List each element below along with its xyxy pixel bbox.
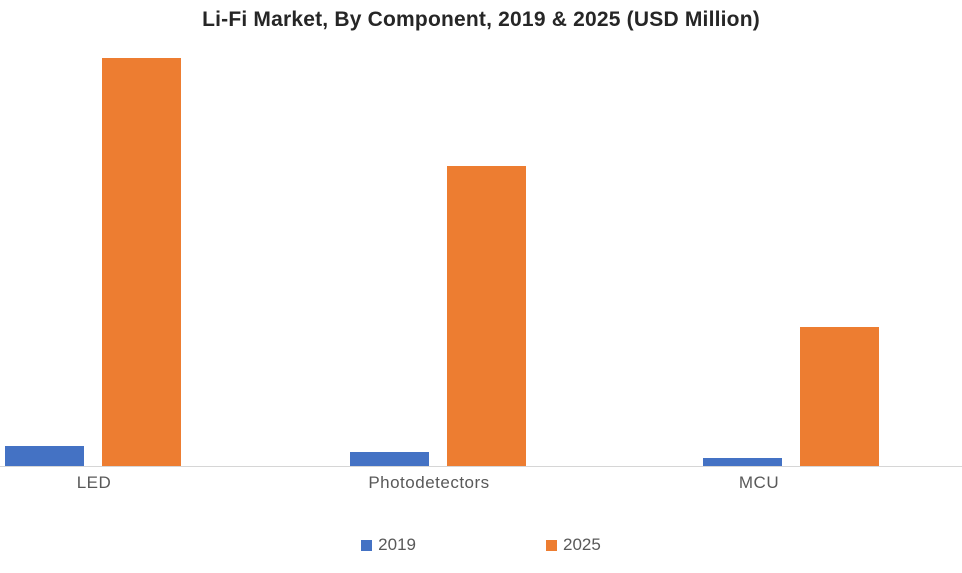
x-label-photodetectors: Photodetectors: [368, 473, 490, 492]
bar-led-2019: [5, 445, 84, 466]
bar-photodetectors-2019: [350, 451, 429, 466]
plot-area: [0, 42, 962, 467]
x-label-mcu: MCU: [738, 473, 780, 492]
bar-group-photodetectors: [350, 42, 526, 466]
bar-photodetectors-2025: [447, 166, 526, 466]
legend-swatch-2025-icon: [546, 539, 557, 551]
chart-legend: 2019 2025: [0, 535, 962, 555]
chart-title: Li-Fi Market, By Component, 2019 & 2025 …: [202, 8, 760, 31]
legend-item-2025: 2025: [546, 535, 601, 555]
x-label-led: LED: [76, 473, 112, 492]
legend-label-2019: 2019: [378, 535, 416, 554]
legend-item-2019: 2019: [361, 535, 416, 555]
bar-mcu-2025: [800, 327, 879, 466]
bar-group-led: [5, 42, 181, 466]
bar-group-mcu: [703, 42, 879, 466]
legend-label-2025: 2025: [563, 535, 601, 554]
bar-mcu-2019: [703, 457, 782, 466]
x-axis: LED Photodetectors MCU: [0, 467, 962, 497]
bar-led-2025: [102, 58, 181, 466]
legend-swatch-2019-icon: [361, 539, 373, 551]
